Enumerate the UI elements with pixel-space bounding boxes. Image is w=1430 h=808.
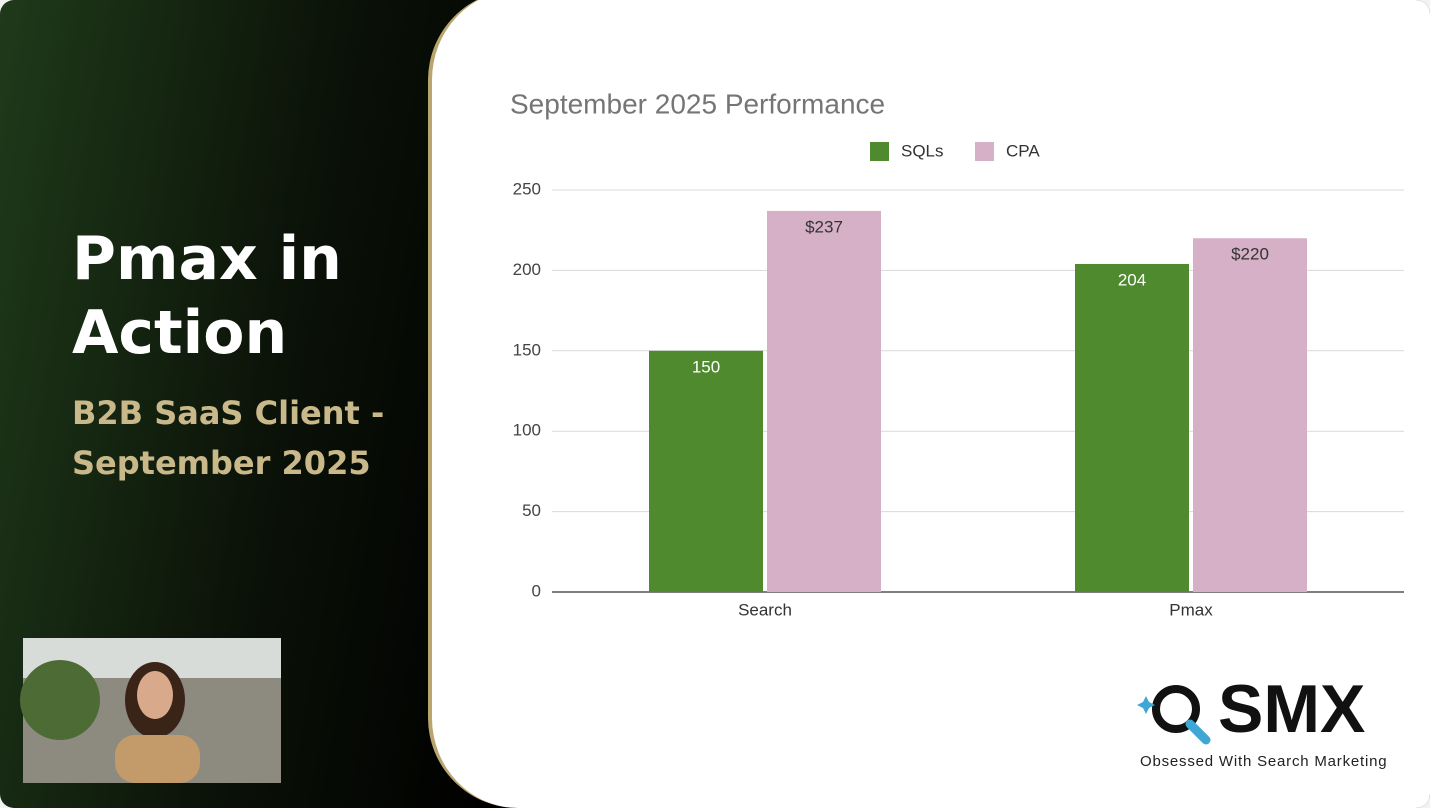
bar (767, 210, 881, 593)
logo: SMX (1218, 671, 1365, 747)
legend-label: CPA (1006, 141, 1040, 160)
tagline: Obsessed With Search Marketing (1140, 753, 1387, 770)
webcam (20, 638, 281, 783)
value-label: 204 (1118, 270, 1146, 289)
bar (1193, 238, 1307, 593)
value-label: $220 (1231, 245, 1269, 264)
sparkle (1137, 696, 1155, 714)
slide-subtitle: B2B SaaS Client - September 2025 (72, 394, 385, 482)
bar (649, 350, 763, 592)
x-tick-label: Pmax (1169, 600, 1213, 619)
slide-title: Pmax in Action (72, 224, 342, 368)
y-tick-label: 0 (532, 581, 541, 600)
face (137, 671, 173, 719)
bar (1075, 263, 1189, 592)
y-tick-label: 100 (513, 421, 541, 440)
y-tick-label: 200 (513, 260, 541, 279)
value-label: $237 (805, 217, 843, 236)
magnifier (1152, 685, 1200, 733)
y-tick-label: 250 (513, 179, 541, 198)
chart-title: September 2025 Performance (510, 88, 885, 119)
value-label: 150 (692, 357, 720, 376)
y-tick-label: 50 (522, 501, 541, 520)
legend-label: SQLs (901, 141, 944, 160)
magnifier-handle (1185, 719, 1211, 745)
shirt (115, 735, 200, 783)
legend-swatch (870, 142, 889, 161)
legend-swatch (975, 142, 994, 161)
smx-icon (1137, 685, 1211, 745)
y-tick-label: 150 (513, 340, 541, 359)
x-tick-label: Search (738, 600, 792, 619)
plant (20, 660, 100, 740)
